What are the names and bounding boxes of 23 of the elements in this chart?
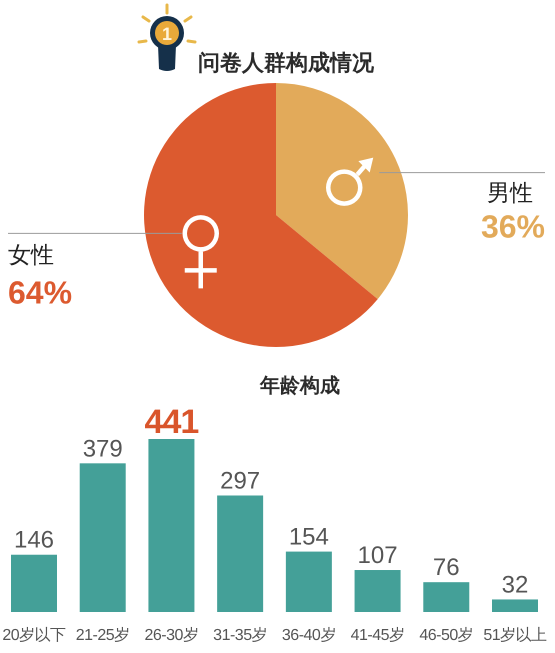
x-tick-label: 26-30岁	[144, 626, 198, 644]
slice-label: 男性	[487, 180, 533, 206]
text: 1	[162, 24, 172, 44]
x-tick-label: 46-50岁	[419, 626, 474, 644]
chart-title: 问卷人群构成情况	[198, 50, 375, 75]
x-tick-label: 20岁以下	[2, 626, 66, 644]
data-label: 76	[432, 554, 460, 582]
data-label: 441	[144, 403, 198, 441]
data-label: 107	[358, 542, 398, 570]
data-label: 154	[288, 524, 329, 551]
chart-title: 年龄构成	[259, 375, 340, 397]
data-label: 297	[220, 467, 260, 494]
data-label: 146	[14, 526, 54, 554]
x-tick-label: 41-45岁	[350, 626, 405, 644]
data-label: 379	[82, 435, 123, 462]
slice-label: 女性	[8, 241, 54, 268]
x-tick-label: 21-25岁	[76, 626, 130, 644]
x-tick-label: 31-35岁	[213, 626, 268, 644]
data-label: 36%	[480, 208, 545, 245]
x-tick-label: 51岁以上	[483, 626, 548, 644]
data-label: 32	[502, 571, 528, 598]
data-label: 64%	[8, 274, 72, 310]
x-tick-label: 36-40岁	[282, 626, 336, 644]
